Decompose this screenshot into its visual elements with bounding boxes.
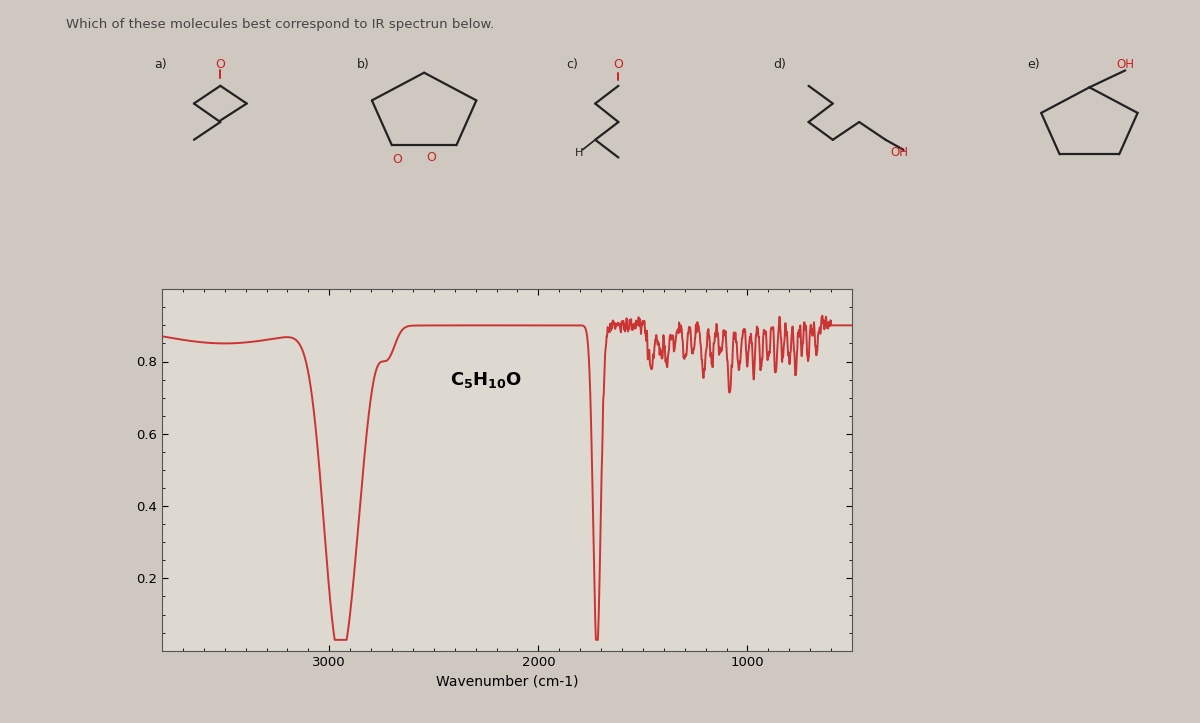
Text: O: O: [392, 153, 402, 166]
Text: d): d): [774, 59, 786, 72]
Text: O: O: [613, 59, 623, 72]
Text: OH: OH: [890, 146, 908, 159]
Text: H: H: [575, 148, 583, 158]
Text: Which of these molecules best correspond to IR spectrun below.: Which of these molecules best correspond…: [66, 18, 494, 31]
Text: O: O: [426, 151, 437, 164]
Text: c): c): [566, 59, 578, 72]
X-axis label: Wavenumber (cm-1): Wavenumber (cm-1): [436, 674, 578, 688]
Text: O: O: [215, 59, 226, 72]
Text: OH: OH: [1116, 59, 1134, 72]
Text: e): e): [1027, 59, 1039, 72]
Text: a): a): [154, 59, 167, 72]
Text: $\mathbf{C_5H_{10}O}$: $\mathbf{C_5H_{10}O}$: [450, 369, 522, 390]
Text: b): b): [356, 59, 370, 72]
